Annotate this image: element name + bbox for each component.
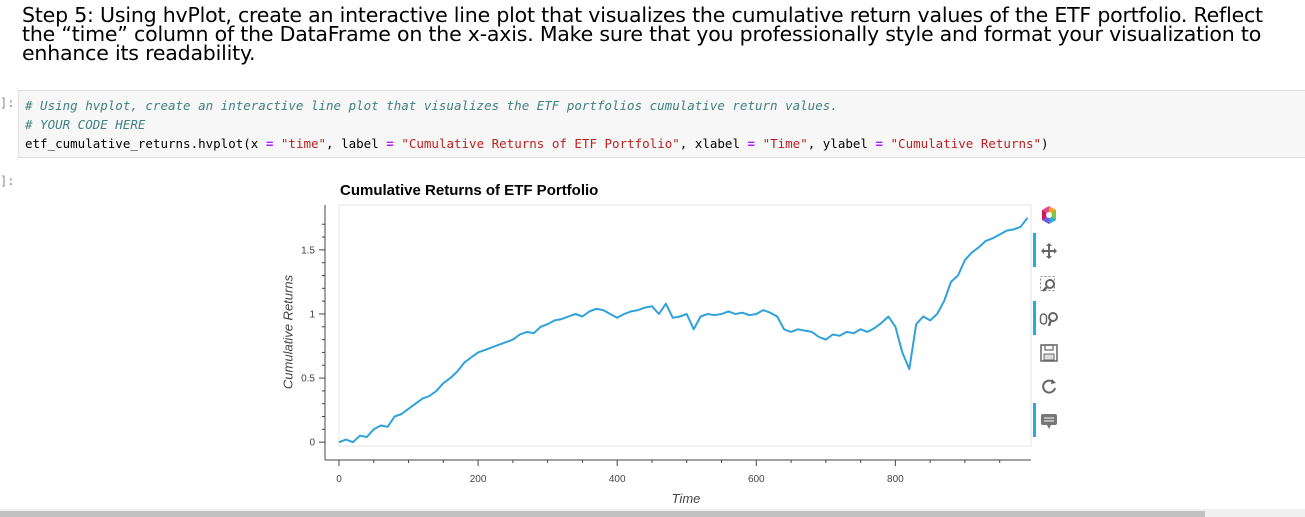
output-prompt: ]: xyxy=(0,174,15,188)
code-token: ) xyxy=(1041,136,1049,151)
y-tick-label: 1 xyxy=(309,309,315,320)
x-tick-label: 600 xyxy=(748,474,765,485)
horizontal-scrollbar-thumb[interactable] xyxy=(0,511,1205,517)
code-comment-line: # YOUR CODE HERE xyxy=(25,117,146,132)
code-operator: = xyxy=(386,136,394,151)
hover-icon[interactable] xyxy=(1033,403,1061,437)
box-zoom-icon[interactable] xyxy=(1037,273,1061,297)
wheel-zoom-icon[interactable] xyxy=(1033,301,1061,335)
x-axis-label: Time xyxy=(671,491,701,506)
x-tick-label: 200 xyxy=(470,474,487,485)
pan-icon[interactable] xyxy=(1033,233,1061,267)
code-comment-line: # Using hvplot, create an interactive li… xyxy=(25,98,838,113)
series-line xyxy=(338,217,1029,444)
code-cell[interactable]: # Using hvplot, create an interactive li… xyxy=(18,90,1305,158)
code-operator: = xyxy=(265,136,274,151)
plot-frame xyxy=(338,204,1032,447)
code-token: , xlabel xyxy=(679,136,748,151)
bokeh-toolbar xyxy=(1033,203,1063,443)
x-tick-label: 800 xyxy=(887,474,904,485)
reset-icon[interactable] xyxy=(1037,375,1061,399)
code-call-line: etf_cumulative_returns.hvplot(x = "time"… xyxy=(25,136,1049,151)
code-token: etf_cumulative_returns.hvplot(x xyxy=(25,136,266,151)
save-icon[interactable] xyxy=(1037,341,1061,365)
code-string: "Cumulative Returns of ETF Portfolio" xyxy=(401,136,680,151)
code-operator: = xyxy=(875,136,883,151)
x-tick-label: 400 xyxy=(609,474,626,485)
markdown-instruction: Step 5: Using hvPlot, create an interact… xyxy=(22,3,1263,65)
code-string: "time" xyxy=(280,136,327,151)
bokeh-logo-icon[interactable] xyxy=(1037,203,1061,227)
input-prompt: ]: xyxy=(0,96,15,110)
code-string: "Cumulative Returns" xyxy=(890,136,1042,151)
code-token: , ylabel xyxy=(807,136,876,151)
code-token: , label xyxy=(326,136,387,151)
chart-title: Cumulative Returns of ETF Portfolio xyxy=(340,182,599,199)
code-operator: = xyxy=(747,136,756,151)
y-tick-label: 1.5 xyxy=(301,245,315,256)
code-string: "Time" xyxy=(762,136,808,151)
x-tick-label: 0 xyxy=(336,474,342,485)
y-tick-label: 0 xyxy=(309,438,315,449)
y-tick-label: 0.5 xyxy=(301,374,315,385)
